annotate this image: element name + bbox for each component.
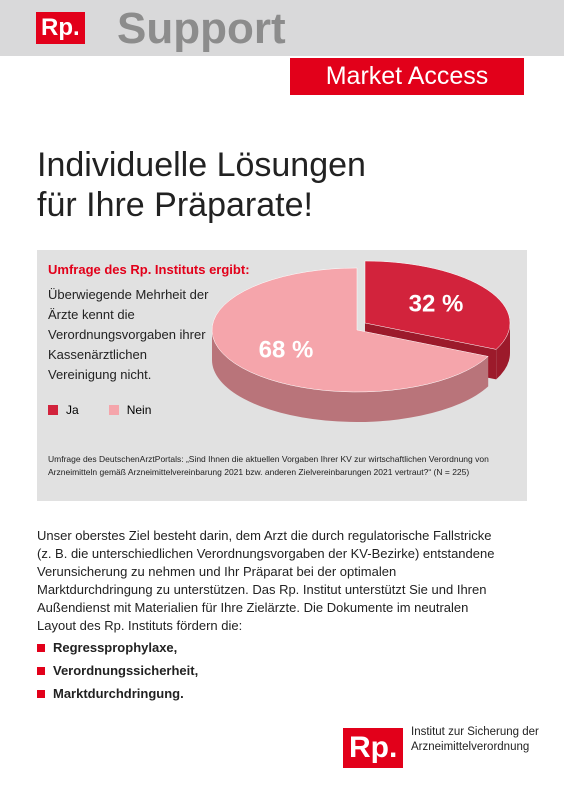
- header-badge: Market Access: [290, 58, 524, 95]
- footer-logo: Rp.: [343, 728, 404, 768]
- bullet-item: Marktdurchdringung.: [37, 682, 198, 705]
- bullet-list: Regressprophylaxe, Verordnungssicherheit,…: [37, 636, 198, 705]
- legend-swatch: [108, 405, 119, 415]
- bullet-text: Marktdurchdringung.: [53, 686, 184, 701]
- chart-source: Umfrage des DeutschenArztPortals: „Sind …: [48, 454, 489, 477]
- body-text: Unser oberstes Ziel besteht darin, dem A…: [37, 528, 495, 633]
- bullet-square: [37, 643, 45, 652]
- legend-item: Nein: [108, 403, 152, 417]
- slice-label: 32 %: [409, 291, 464, 318]
- bullet-item: Verordnungssicherheit,: [37, 659, 198, 682]
- bullet-item: Regressprophylaxe,: [37, 636, 198, 659]
- chart-title: Umfrage des Rp. Instituts ergibt:: [48, 262, 250, 277]
- bullet-square: [37, 666, 45, 675]
- slice: [211, 267, 489, 393]
- footer-name: Institut zur Sicherung der Arzneimittelv…: [411, 726, 539, 753]
- legend-label: Nein: [126, 403, 152, 417]
- legend-item: Ja: [48, 403, 79, 417]
- header-logo: Rp.: [36, 12, 85, 44]
- bullet-square: [37, 689, 45, 698]
- slice-side: [212, 330, 489, 422]
- slice-side: [496, 323, 510, 380]
- pie-chart: 32 % 68 %: [211, 260, 511, 422]
- bullet-text: Regressprophylaxe,: [53, 640, 178, 655]
- bullet-text: Verordnungssicherheit,: [53, 663, 199, 678]
- header-title: Support: [117, 4, 286, 53]
- headline: Individuelle Lösungen für Ihre Präparate…: [37, 146, 366, 224]
- legend: Ja Nein: [48, 403, 151, 417]
- legend-label: Ja: [66, 403, 79, 417]
- slice-label: 68 %: [259, 336, 314, 363]
- slice: [364, 260, 511, 350]
- header-band: [0, 0, 564, 56]
- chart-subtitle: Überwiegende Mehrheit der Ärzte kennt di…: [48, 287, 209, 382]
- legend-swatch: [48, 405, 58, 415]
